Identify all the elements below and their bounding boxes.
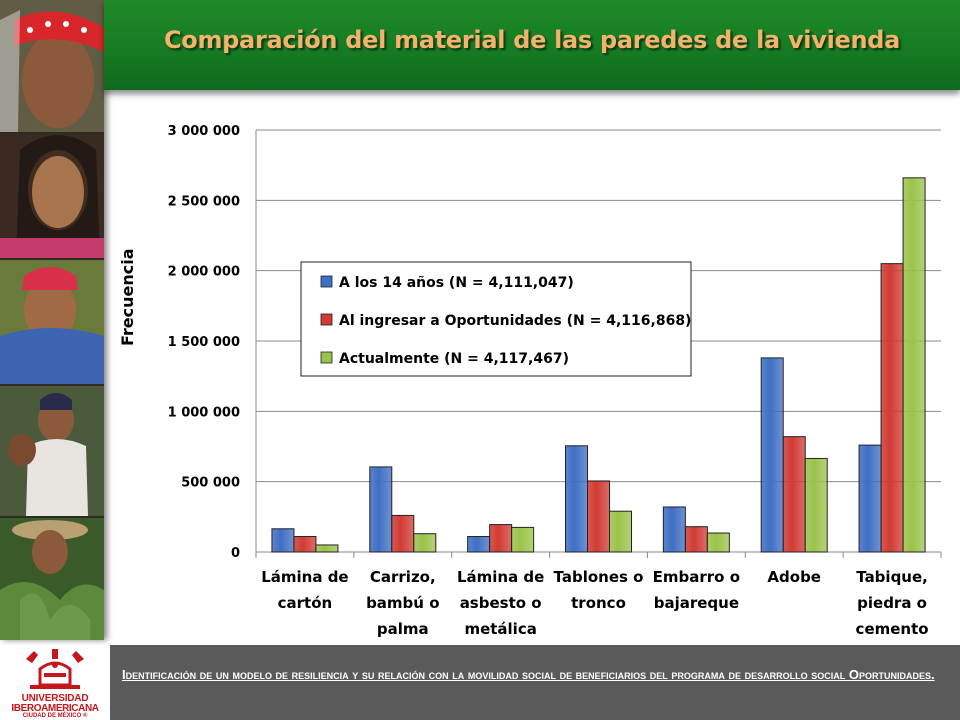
logo-line-3: CIUDAD DE MÉXICO ® (22, 713, 88, 719)
bar-series-1 (565, 445, 588, 553)
y-tick-label: 3 000 000 (168, 124, 240, 139)
bar-series-1 (271, 528, 295, 553)
bar-series-2 (587, 480, 610, 553)
bar-series-2 (489, 524, 513, 553)
y-tick-label: 0 (231, 546, 240, 561)
y-tick-label: 1 000 000 (168, 405, 240, 420)
bar-series-3 (609, 510, 632, 553)
legend-entry: Actualmente (N = 4,117,467) (339, 351, 569, 367)
x-category-label: Lámina de cartón (261, 568, 348, 612)
logo-line-2: IBEROAMERICANA (11, 703, 99, 714)
bar-series-1 (369, 466, 393, 553)
y-tick-label: 500 000 (181, 476, 240, 491)
x-category-label: Lámina de asbesto o metálica (457, 568, 544, 638)
y-tick-label: 2 500 000 (168, 194, 240, 209)
bar-series-1 (467, 536, 491, 553)
y-axis-label: Frecuencia (118, 248, 137, 346)
bar-series-3 (315, 544, 339, 553)
x-category-label: Adobe (767, 568, 821, 586)
bar-series-3 (511, 526, 535, 553)
x-category-label: Tabique, piedra o cemento (856, 568, 929, 638)
legend-entry: A los 14 años (N = 4,111,047) (339, 275, 574, 291)
y-tick-label: 1 500 000 (168, 335, 240, 350)
legend-swatch (320, 313, 333, 326)
legend-box (300, 261, 692, 377)
header-bar: Comparación del material de las paredes … (104, 0, 960, 90)
page-title: Comparación del material de las paredes … (163, 26, 901, 54)
x-axis-labels: Lámina de cartón Carrizo, bambú o palma Lámin… (261, 568, 928, 638)
bar-series-3 (804, 457, 828, 553)
bar-series-2 (782, 436, 806, 553)
bar-series-2 (293, 536, 317, 553)
logo-line-1: UNIVERSIDAD (21, 693, 89, 704)
x-category-label: Embarro o bajareque (653, 568, 740, 612)
bar-series-3 (413, 533, 437, 553)
x-category-label: Tablones o tronco (554, 568, 644, 612)
y-axis-ticks: 0 500 000 1 000 000 1 500 000 2 000 000 2 500… (168, 124, 240, 561)
footer-caption: Identificación de un modelo de resilienc… (122, 667, 935, 682)
legend-swatch (320, 351, 333, 364)
legend-swatch (320, 275, 333, 288)
bar-series-3 (902, 177, 926, 553)
bar-series-1 (858, 444, 882, 553)
bar-series-3 (706, 532, 730, 553)
bar-series-2 (684, 526, 708, 553)
bar-series-2 (391, 514, 415, 553)
bar-chart: 0 500 000 1 000 000 1 500 000 2 000 000 2 500… (168, 124, 942, 638)
photo-strip (0, 0, 104, 640)
chart-bars (271, 177, 926, 553)
university-logo: UNIVERSIDAD IBEROAMERICANA CIUDAD DE MÉX… (0, 645, 110, 720)
bar-series-2 (880, 263, 904, 553)
university-emblem-icon (26, 649, 84, 689)
chart-legend: A los 14 años (N = 4,111,047) Al ingresar… (300, 261, 692, 377)
bar-series-1 (760, 357, 784, 553)
x-category-label: Carrizo, bambú o palma (366, 568, 439, 638)
footer-bar: UNIVERSIDAD IBEROAMERICANA CIUDAD DE MÉX… (0, 645, 960, 720)
bar-series-1 (662, 506, 686, 553)
legend-entry: Al ingresar a Oportunidades (N = 4,116,8… (339, 313, 691, 329)
y-tick-label: 2 000 000 (168, 265, 240, 280)
portrait-photos (0, 0, 104, 640)
